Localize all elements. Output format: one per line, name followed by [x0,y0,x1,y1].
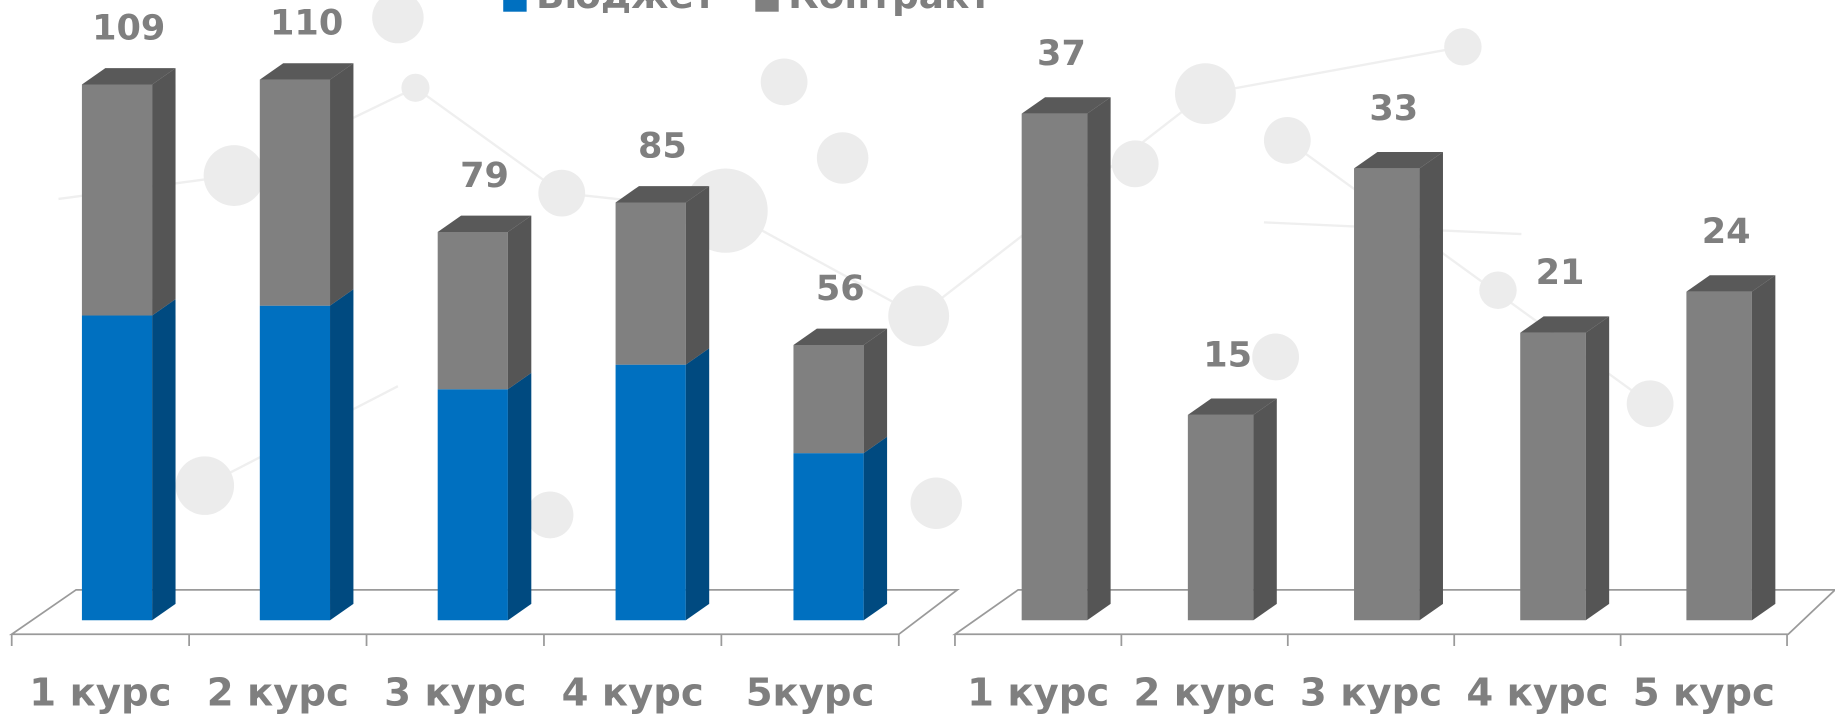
chart-canvas: 1 курс 2 курс 3 курс 4 курс 5курс 109 110 79 85 5… [12,0,1835,716]
bar [793,453,863,620]
bar-side [1253,398,1276,620]
x-tick-label: 3 курс [1300,671,1442,716]
bar-side [1087,97,1110,620]
bar-side [330,63,353,305]
legend-label: Контракт [788,0,991,17]
x-tick-label: 3 курс [384,671,526,716]
value-label: 37 [1037,33,1086,74]
bar [1686,292,1752,621]
bar [82,316,152,621]
bar-side [1420,152,1443,620]
chart: 1 курс 2 курс 3 курс 4 курс 5курс 109 110 79 85 5… [0,0,1835,721]
legend-swatch [755,0,778,12]
value-label: 15 [1203,334,1252,375]
x-tick-label: 2 курс [207,671,349,716]
bar [1188,415,1254,620]
bar [616,202,686,364]
bar [82,84,152,315]
bar-side [508,373,531,620]
total-label: 56 [816,268,865,309]
bar-side [1586,316,1609,620]
x-tick-label: 4 курс [562,671,704,716]
x-tick-label: 1 курс [29,671,171,716]
bar-side [508,216,531,390]
bar-side [152,299,175,620]
x-tick-label: 5 курс [1633,671,1775,716]
bar [438,389,508,620]
bar [260,306,330,621]
bar-side [686,186,709,365]
bar [1022,114,1088,621]
total-label: 110 [270,3,343,44]
x-tick-label: 4 курс [1466,671,1608,716]
bar-side [864,329,887,454]
bar-side [864,437,887,621]
bar [1520,333,1586,621]
value-label: 21 [1536,252,1585,293]
total-label: 109 [92,7,165,48]
x-tick-label: 1 курс [967,671,1109,716]
bar-side [686,348,709,620]
x-tick-label: 5курс [746,671,875,716]
legend-label: Бюджет [536,0,716,17]
bar [260,80,330,306]
total-label: 79 [460,155,509,196]
bar [616,365,686,621]
legend-swatch [503,0,526,12]
x-tick-label: 2 курс [1133,671,1275,716]
bar-side [152,68,175,315]
bar-side [330,289,353,620]
bar [793,345,863,453]
total-label: 85 [638,125,687,166]
value-label: 33 [1369,88,1418,129]
bar [1354,168,1420,620]
bar [438,232,508,389]
value-label: 24 [1702,211,1751,252]
bar-side [1752,275,1775,620]
